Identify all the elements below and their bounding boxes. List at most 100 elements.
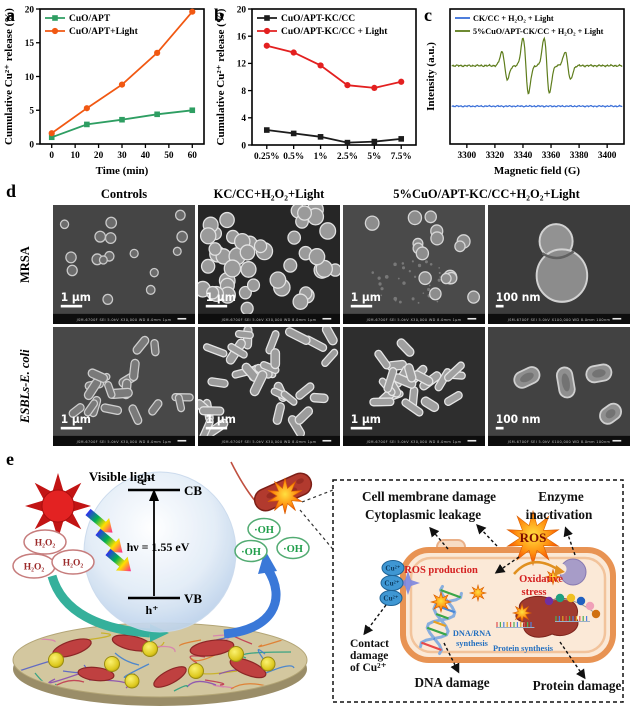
sem-mrsa-cuo: 1 μm JSM-6700F SEI 5.0kV X30,000 WD 8.0mm…	[343, 205, 485, 324]
h2o2-label: H₂O₂	[24, 563, 45, 573]
sem-mrsa-kccc: 1 μm JSM-6700F SEI 5.0kV X30,000 WD 8.0mm…	[198, 205, 340, 324]
svg-text:5%: 5%	[367, 152, 381, 162]
svg-text:20: 20	[25, 5, 35, 15]
contact-cu-label: of Cu²⁺	[350, 662, 387, 674]
panel-a: a 0 10 20 30 40 50 60 0 5 10 15 20 Time (min) Cumulat…	[0, 2, 212, 180]
svg-text:1 μm: 1 μm	[61, 291, 91, 304]
sem-mrsa-cuo-zoom: 100 nm JSM-6700F SEI 5.0kV X100,000 WD 8.…	[488, 205, 630, 324]
svg-text:1 μm: 1 μm	[206, 413, 236, 426]
panel-b-label: b	[214, 5, 225, 25]
protein-damage-label: Protein damage	[533, 678, 622, 693]
svg-text:15: 15	[25, 39, 35, 49]
svg-text:1 μm: 1 μm	[206, 291, 236, 304]
damaged-bacterium	[230, 461, 313, 512]
disk-bacteria	[52, 634, 267, 688]
svg-text:3400: 3400	[598, 151, 617, 161]
sem-row-label-mrsa: MRSA	[17, 246, 32, 283]
svg-text:3320: 3320	[486, 151, 505, 161]
peptide-chain-icon	[544, 593, 601, 619]
composite-film-disk	[12, 622, 308, 706]
mrna-icon	[496, 616, 590, 628]
svg-text:JSM-6700F SEI 5.0kV X100,000 W: JSM-6700F SEI 5.0kV X100,000 WD 8.0mm 10…	[507, 440, 611, 444]
sem-column-header-cuo: 5%CuO/APT-KC/CC+H₂O₂+Light	[393, 187, 580, 202]
cu-label: Cu²⁺	[384, 580, 399, 588]
panel-b: b 0.25% 0.5% 1% 2.5% 5% 7.5% 0 4 8 12 16 20 Cumulati…	[212, 2, 422, 180]
svg-text:3380: 3380	[570, 151, 589, 161]
cu-label: Cu²⁺	[385, 565, 400, 573]
svg-text:12: 12	[237, 60, 247, 70]
sem-column-header-kccc: KC/CC+H₂O₂+Light	[213, 187, 325, 202]
oh-output-arrow	[223, 550, 281, 639]
hole-label: h⁺	[145, 603, 158, 617]
cu-ions: Cu²⁺ Cu²⁺ Cu²⁺	[379, 560, 420, 606]
oh-label: ·OH	[241, 547, 261, 558]
svg-text:2.5%: 2.5%	[337, 152, 358, 162]
svg-text:0: 0	[29, 140, 34, 150]
panel-c: c 3300 3320 3340 3360 3380 3400 Magnetic field…	[422, 2, 630, 180]
svg-text:JSM-6700F SEI 5.0kV X30,000 WD: JSM-6700F SEI 5.0kV X30,000 WD 8.0mm 1μm	[366, 318, 462, 322]
cu-label: Cu²⁺	[383, 595, 398, 603]
mechanism-arrows	[363, 523, 586, 680]
hydroxyl-radical-bubbles: ·OH ·OH ·OH	[234, 517, 310, 563]
panel-c-chart: 3300 3320 3340 3360 3380 3400 Magnetic field (…	[425, 8, 625, 177]
svg-text:Cumulative Cu²⁺ release (%): Cumulative Cu²⁺ release (%)	[3, 8, 15, 145]
svg-text:10: 10	[25, 73, 35, 83]
sem-grid: Controls KC/CC+H₂O₂+Light 5%CuO/APT-KC/C…	[0, 182, 630, 446]
svg-text:8: 8	[241, 87, 246, 97]
svg-text:JSM-6700F SEI 5.0kV X30,000 WD: JSM-6700F SEI 5.0kV X30,000 WD 8.0mm 1μm	[221, 318, 317, 322]
electron-label: e⁻	[141, 474, 153, 488]
panel-e: e	[0, 450, 630, 708]
dna-rna-label: DNA/RNA	[453, 629, 491, 638]
svg-text:16: 16	[237, 33, 247, 43]
svg-text:3360: 3360	[542, 151, 561, 161]
svg-text:JSM-6700F SEI 5.0kV X100,000 W: JSM-6700F SEI 5.0kV X100,000 WD 8.0mm 10…	[507, 318, 611, 322]
panel-b-chart: 0.25% 0.5% 1% 2.5% 5% 7.5% 0 4 8 12 16 20 Cumulative…	[215, 5, 417, 162]
dna-damage-label: DNA damage	[414, 675, 489, 690]
svg-text:30: 30	[117, 151, 127, 161]
svg-text:50: 50	[164, 151, 174, 161]
ros-starbursts	[267, 477, 562, 624]
panel-e-label: e	[6, 449, 14, 469]
svg-text:CuO/APT+Light: CuO/APT+Light	[69, 27, 139, 37]
svg-text:CuO/APT: CuO/APT	[69, 14, 111, 24]
cuo-nanospheres	[48, 641, 276, 689]
visible-light-label: Visible light	[89, 469, 156, 484]
svg-text:7.5%: 7.5%	[391, 152, 412, 162]
svg-text:40: 40	[141, 151, 151, 161]
ros-label: ROS	[520, 530, 547, 545]
svg-text:CuO/APT-KC/CC: CuO/APT-KC/CC	[281, 14, 355, 24]
svg-text:20: 20	[237, 5, 247, 15]
stress-label: stress	[522, 587, 547, 598]
svg-text:100 nm: 100 nm	[496, 291, 541, 304]
sem-ecoli-controls: 1 μm JSM-6700F SEI 5.0kV X30,000 WD 8.0mm…	[53, 327, 195, 446]
h2o2-label: H₂O₂	[35, 539, 56, 549]
h2o2-bubbles: H₂O₂ H₂O₂ H₂O₂	[12, 529, 95, 579]
ros-production-label: ROS production	[404, 565, 478, 576]
oxidative-label: Oxidative	[519, 574, 563, 585]
bandgap-label: hν = 1.55 eV	[127, 540, 190, 554]
svg-text:CK/CC + H₂O₂ + Light: CK/CC + H₂O₂ + Light	[473, 14, 554, 23]
sun-icon	[41, 489, 75, 523]
svg-text:5%CuO/APT-CK/CC + H₂O₂ + Light: 5%CuO/APT-CK/CC + H₂O₂ + Light	[473, 27, 604, 36]
svg-text:Magnetic field (G): Magnetic field (G)	[494, 165, 580, 177]
svg-text:JSM-6700F SEI 5.0kV X30,000 WD: JSM-6700F SEI 5.0kV X30,000 WD 8.0mm 1μm	[76, 440, 172, 444]
svg-text:10: 10	[70, 151, 80, 161]
svg-text:5: 5	[29, 107, 34, 117]
vb-label: VB	[184, 591, 202, 606]
enzyme-inactivation-label: inactivation	[526, 507, 593, 522]
sem-column-header-controls: Controls	[100, 187, 148, 202]
panel-c-label: c	[424, 5, 432, 25]
svg-text:JSM-6700F SEI 5.0kV X30,000 WD: JSM-6700F SEI 5.0kV X30,000 WD 8.0mm 1μm	[221, 440, 317, 444]
svg-text:0.25%: 0.25%	[254, 152, 280, 162]
chart-row: a 0 10 20 30 40 50 60 0 5 10 15 20 Time (min) Cumulat…	[0, 0, 630, 180]
panel-a-label: a	[6, 5, 15, 25]
svg-text:4: 4	[241, 114, 246, 124]
cb-label: CB	[184, 483, 202, 498]
oxidative-stress-arc	[513, 561, 565, 576]
svg-text:JSM-6700F SEI 5.0kV X30,000 WD: JSM-6700F SEI 5.0kV X30,000 WD 8.0mm 1μm	[76, 318, 172, 322]
sem-row-label-ecoli: ESBLs-E. coli	[17, 349, 32, 424]
sem-ecoli-kccc: 1 μm JSM-6700F SEI 5.0kV X30,000 WD 8.0mm…	[198, 327, 340, 446]
svg-text:100 nm: 100 nm	[496, 413, 541, 426]
svg-text:1%: 1%	[314, 152, 328, 162]
svg-text:Cumulative Cu²⁺ release (%): Cumulative Cu²⁺ release (%)	[215, 8, 227, 145]
